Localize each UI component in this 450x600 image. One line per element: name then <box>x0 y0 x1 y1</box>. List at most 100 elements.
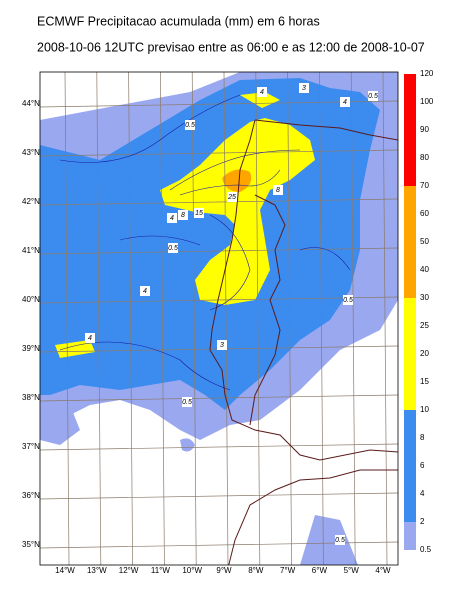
colorbar: 120 100 90 80 70 60 50 40 30 25 20 15 10 8 6 4 2 0.5 <box>404 69 434 554</box>
title: ECMWF Precipitacao acumulada (mm) em 6 h… <box>37 14 320 28</box>
contour-label-box <box>343 295 353 305</box>
lon-line <box>350 72 356 565</box>
lat-line <box>40 198 398 206</box>
colorbar-label: 2 <box>420 517 425 526</box>
lon-label: 6°W <box>312 566 328 575</box>
lat-line <box>40 492 398 500</box>
contour-label-box <box>178 210 188 220</box>
lat-line <box>40 296 398 304</box>
contours <box>59 94 351 391</box>
contour-label-box <box>140 286 150 296</box>
lat-label: 38°N <box>22 393 40 402</box>
colorbar-label: 4 <box>420 489 425 498</box>
colorbar-band <box>404 270 416 298</box>
lat-line <box>40 149 398 157</box>
lon-label: 7°W <box>280 566 296 575</box>
colorbar-band <box>404 354 416 382</box>
lat-label: 43°N <box>22 148 40 157</box>
colorbar-label: 10 <box>420 405 429 414</box>
grid <box>40 72 398 565</box>
lon-label: 14°W <box>55 566 75 575</box>
lon-line <box>287 72 292 565</box>
contour-label: 0.5 <box>335 537 345 544</box>
contour-label-box <box>273 185 283 195</box>
colorbar-band <box>404 382 416 410</box>
lon-line <box>319 72 324 565</box>
colorbar-label: 90 <box>420 125 429 134</box>
colorbar-band <box>404 410 416 438</box>
colorbar-label: 100 <box>420 97 434 106</box>
colorbar-band <box>404 438 416 466</box>
contour-label-box <box>340 97 350 107</box>
contour-label-box <box>257 87 267 97</box>
colorbar-label: 30 <box>420 293 429 302</box>
contour-label: 15 <box>195 210 203 217</box>
colorbar-label: 6 <box>420 461 425 470</box>
contour-label: 8 <box>181 212 185 219</box>
colorbar-band <box>404 130 416 158</box>
heavy-rain-area <box>160 118 315 305</box>
contour-label: 4 <box>260 89 264 96</box>
contour-label: 0.5 <box>168 245 178 252</box>
lon-label: 9°W <box>216 566 232 575</box>
lon-line <box>223 72 229 565</box>
lon-line <box>64 72 70 565</box>
lat-label: 44°N <box>22 99 40 108</box>
very-heavy-rain-area <box>222 169 252 192</box>
contour-label-box <box>182 397 192 407</box>
colorbar-band <box>404 298 416 326</box>
contour-label: 3 <box>302 85 306 92</box>
contour-label: 0.5 <box>185 122 195 129</box>
colorbar-label: 120 <box>420 69 434 78</box>
lon-label: 11°W <box>151 566 171 575</box>
colorbar-label: 15 <box>420 377 429 386</box>
colorbar-band <box>404 326 416 354</box>
lon-line <box>96 72 102 565</box>
colorbar-label: 25 <box>420 321 429 330</box>
colorbar-band <box>404 242 416 270</box>
lon-line <box>382 72 388 565</box>
colorbar-label: 20 <box>420 349 429 358</box>
colorbar-band <box>404 102 416 130</box>
colorbar-label: 8 <box>420 433 425 442</box>
contour-label-box <box>168 243 178 253</box>
colorbar-label: 0.5 <box>420 545 432 554</box>
colorbar-band <box>404 494 416 522</box>
contour-label-box <box>335 535 345 545</box>
colorbar-label: 80 <box>420 153 429 162</box>
lat-line <box>40 443 398 451</box>
lon-label: 4°W <box>375 566 391 575</box>
lon-line <box>191 72 197 565</box>
contour-label-box <box>299 83 309 93</box>
colorbar-band <box>404 466 416 494</box>
contour-label: 8 <box>276 187 280 194</box>
contour-label-box <box>217 340 227 350</box>
contour-label: 4 <box>170 215 174 222</box>
lat-label: 39°N <box>22 344 40 353</box>
lon-label: 12°W <box>119 566 139 575</box>
contour-label: 0.5 <box>343 297 353 304</box>
contour-label-box <box>368 91 378 101</box>
colorbar-label: 60 <box>420 209 429 218</box>
lon-label: 5°W <box>344 566 360 575</box>
subtitle: 2008-10-06 12UTC previsao entre as 06:00… <box>37 40 425 54</box>
lon-label: 8°W <box>248 566 264 575</box>
light-rain-area <box>40 400 358 565</box>
coastline <box>209 119 398 461</box>
colorbar-band <box>404 158 416 186</box>
contour-label: 0.5 <box>368 93 378 100</box>
contour-label-box <box>227 192 237 202</box>
contour-label: 4 <box>88 335 92 342</box>
contour-label-box <box>85 333 95 343</box>
contour-label: 0.5 <box>182 399 192 406</box>
colorbar-band <box>404 214 416 242</box>
colorbar-label: 50 <box>420 237 429 246</box>
contour-label: 25 <box>227 194 236 201</box>
lon-line <box>255 72 261 565</box>
colorbar-label: 70 <box>420 181 429 190</box>
lon-label: 13°W <box>87 566 107 575</box>
lat-label: 35°N <box>22 540 40 549</box>
